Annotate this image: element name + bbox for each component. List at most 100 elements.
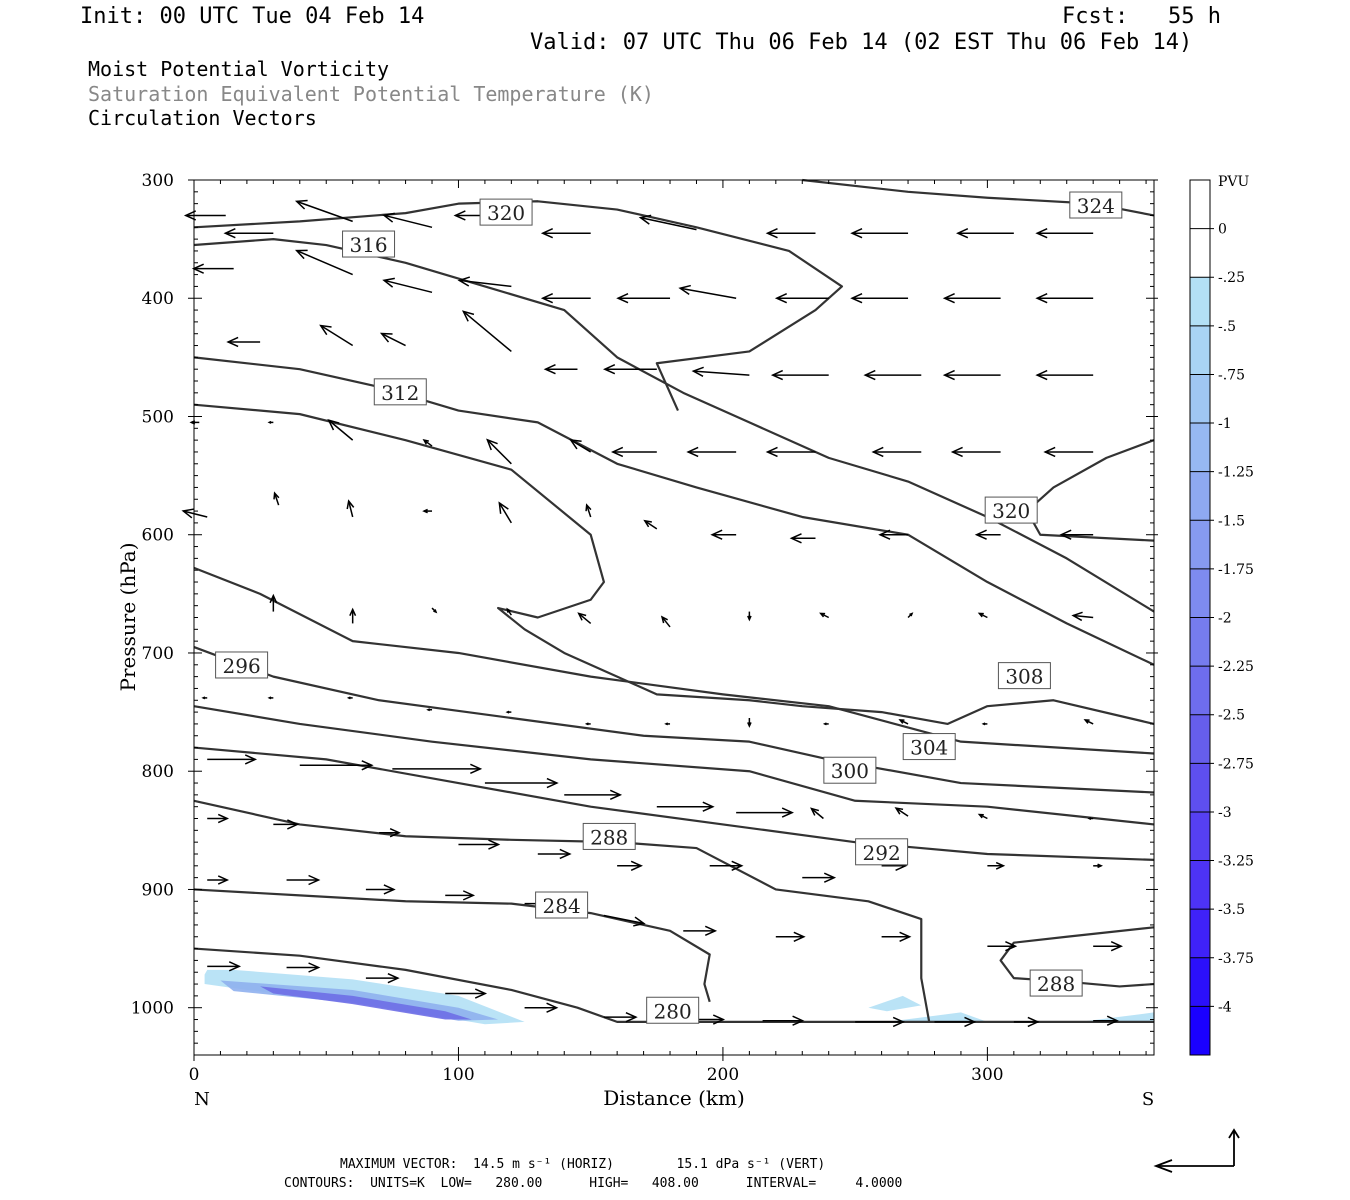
vector-arrow — [379, 332, 406, 347]
field-title-vectors: Circulation Vectors — [88, 106, 317, 130]
contour-288-2 — [193, 799, 931, 1023]
contour-label-box — [373, 378, 427, 406]
contour-label: 304 — [910, 736, 948, 760]
vector-arrow — [273, 491, 280, 506]
vector-arrow — [822, 722, 829, 726]
contour-320-12 — [1025, 439, 1155, 542]
vector-arrow — [898, 719, 909, 725]
vector-arrow — [907, 612, 914, 619]
field-title-theta-es: Saturation Equivalent Potential Temperat… — [88, 82, 654, 106]
vector-arrow — [445, 890, 476, 901]
contour-label: 288 — [590, 825, 628, 849]
contour-296-5 — [193, 705, 1155, 826]
vector-arrow — [950, 446, 1001, 458]
colorbar-label: -1.25 — [1218, 465, 1254, 481]
vector-arrow — [540, 293, 591, 304]
vector-arrow — [1071, 611, 1094, 622]
vector-arrow — [346, 499, 355, 518]
colorbar-segment — [1190, 180, 1210, 230]
vector-arrow — [1059, 529, 1094, 540]
vector-arrow — [286, 874, 321, 886]
vector-arrow — [484, 777, 559, 789]
vector-arrow — [819, 612, 830, 619]
colorbar-label: -1.5 — [1218, 513, 1245, 529]
vector-arrow — [537, 848, 572, 860]
vector-arrow — [643, 519, 658, 530]
contour-288-3 — [999, 926, 1155, 988]
vector-arrow — [207, 813, 230, 824]
y-axis-label: Pressure (hPa) — [116, 543, 140, 692]
vector-arrow — [765, 446, 816, 458]
colorbar-label: -1 — [1218, 416, 1232, 432]
colorbar-label: -.75 — [1218, 367, 1245, 383]
reference-vector-icon — [1153, 1128, 1240, 1173]
vector-arrow — [736, 807, 794, 818]
colorbar-label: -2.75 — [1218, 756, 1254, 772]
vector-arrow — [987, 861, 1006, 870]
colorbar-label: -3.75 — [1218, 951, 1254, 967]
colorbar-segment — [1190, 666, 1210, 716]
colorbar-segment — [1190, 811, 1210, 862]
pv-shade-3 — [868, 995, 922, 1012]
contour-312-9 — [193, 356, 1155, 666]
vector-arrow — [365, 884, 396, 895]
x-tick-label: 200 — [707, 1065, 739, 1085]
contour-304-7 — [193, 566, 1155, 755]
vector-arrow — [1043, 446, 1094, 458]
contour-label-box — [215, 651, 269, 679]
vector-arrow — [267, 420, 274, 424]
contour-label-box — [902, 733, 956, 761]
vector-arrow — [855, 1016, 905, 1028]
vector-arrow — [747, 718, 752, 728]
vector-arrow — [1035, 293, 1094, 304]
contour-300-6 — [193, 646, 1155, 794]
colorbar-label: -2.25 — [1218, 659, 1254, 675]
colorbar-segment — [1190, 374, 1210, 424]
vector-arrow — [775, 931, 806, 942]
vector-arrow — [191, 263, 234, 274]
vector-arrow — [524, 1002, 559, 1013]
init-time: Init: 00 UTC Tue 04 Feb 14 — [80, 4, 425, 29]
vector-arrow — [585, 503, 592, 518]
vector-arrow — [1087, 817, 1094, 821]
vector-arrow — [981, 722, 988, 726]
vector-arrow — [226, 336, 261, 348]
circulation-vectors — [181, 199, 1124, 1028]
y-tick-label: 600 — [142, 526, 174, 546]
colorbar-label: -4 — [1218, 999, 1232, 1015]
vector-arrow — [294, 249, 353, 276]
vector-arrow — [863, 369, 922, 381]
vector-arrow — [1083, 719, 1094, 725]
contour-labels: 280 284 288 288 292 296 300 304 308 312 316 320 320 3… — [215, 191, 1123, 1024]
vector-arrow — [299, 760, 374, 771]
vector-arrow — [382, 212, 433, 229]
vector-arrow — [1013, 1016, 1040, 1028]
contour-308-8 — [193, 403, 1155, 726]
plot-frame — [193, 179, 1155, 1056]
contour-label: 284 — [543, 894, 581, 918]
contour-label: 316 — [349, 233, 387, 257]
valid-time: Valid: 07 UTC Thu 06 Feb 14 (02 EST Thu … — [530, 30, 1193, 55]
vector-arrow — [709, 860, 744, 871]
contour-label: 312 — [381, 381, 419, 405]
vector-arrow — [664, 722, 671, 726]
vector-arrow — [584, 722, 591, 726]
contour-label-box — [582, 822, 636, 850]
colorbar-segment — [1190, 423, 1210, 473]
colorbar-segment — [1190, 520, 1210, 570]
vector-arrow — [445, 988, 488, 999]
vector-arrow — [660, 615, 671, 628]
x-end-label-south: S — [1142, 1089, 1154, 1110]
vector-arrow — [603, 914, 646, 927]
contour-label-box — [342, 230, 396, 258]
vector-arrow — [382, 277, 433, 294]
contour-label-box — [535, 891, 589, 919]
vector-arrow — [486, 438, 512, 465]
vector-arrow — [422, 508, 433, 514]
colorbar-segment — [1190, 1006, 1210, 1056]
y-tick-label: 1000 — [131, 999, 174, 1019]
vector-arrow — [1035, 228, 1094, 239]
colorbar-label: 0 — [1218, 222, 1227, 238]
colorbar-segment — [1190, 714, 1210, 764]
x-tick-label: 0 — [189, 1065, 200, 1085]
